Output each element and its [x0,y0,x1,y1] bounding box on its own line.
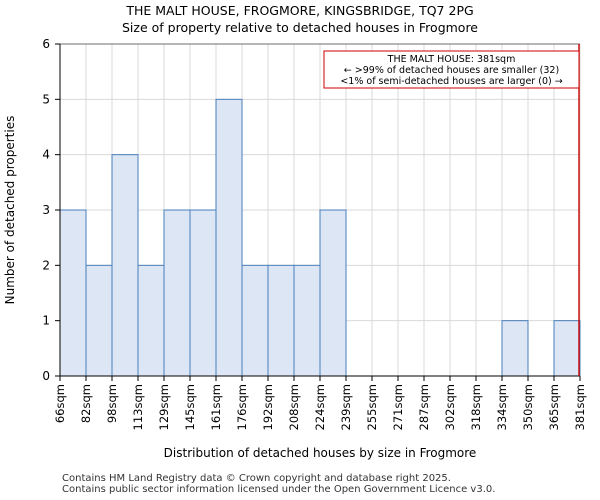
x-tick-label: 381sqm [573,384,587,430]
y-tick-label: 4 [42,148,50,162]
x-axis-label: Distribution of detached houses by size … [164,446,477,460]
bar-192sqm [267,264,295,377]
x-tick-label: 271sqm [391,384,405,430]
x-tick-label: 318sqm [469,384,483,430]
x-tick-label: 129sqm [157,384,171,430]
x-tick-label: 161sqm [209,384,223,430]
y-tick-label: 0 [42,369,50,383]
bar-82sqm [85,264,113,377]
bar-208sqm [293,264,321,377]
footer-line-1: Contains HM Land Registry data © Crown c… [62,473,451,484]
x-tick-label: 66sqm [53,384,67,423]
bar-365sqm [553,320,581,377]
x-tick-label: 255sqm [365,384,379,430]
annotation-line-3: <1% of semi-detached houses are larger (… [340,76,562,87]
x-tick-label: 334sqm [495,384,509,430]
x-tick-label: 239sqm [339,384,353,430]
y-axis-label: Number of detached properties [3,116,17,305]
x-tick-label: 350sqm [521,384,535,430]
y-tick-label: 2 [42,258,50,272]
chart-title: THE MALT HOUSE, FROGMORE, KINGSBRIDGE, T… [126,3,474,18]
bar-161sqm [215,98,243,377]
y-tick-label: 6 [42,37,50,51]
x-tick-label: 145sqm [183,384,197,430]
bar-66sqm [59,209,87,377]
bar-113sqm [137,264,165,377]
bar-334sqm [501,320,529,377]
x-tick-label: 98sqm [105,384,119,423]
annotation-box [323,50,580,89]
x-tick-label: 302sqm [443,384,457,430]
annotation-line-2: ← >99% of detached houses are smaller (3… [344,65,559,76]
bar-176sqm [241,264,269,377]
x-tick-label: 113sqm [131,384,145,430]
bar-98sqm [111,154,139,377]
x-tick-label: 365sqm [547,384,561,430]
bar-224sqm [319,209,347,377]
x-tick-label: 208sqm [287,384,301,430]
x-tick-label: 287sqm [417,384,431,430]
chart-subtitle: Size of property relative to detached ho… [121,20,479,35]
x-tick-label: 192sqm [261,384,275,430]
y-tick-label: 3 [42,203,50,217]
annotation-line-1: THE MALT HOUSE: 381sqm [387,54,516,65]
y-tick-label: 1 [42,314,50,328]
x-tick-label: 176sqm [235,384,249,430]
bar-129sqm [163,209,191,377]
footer-line-2: Contains public sector information licen… [62,484,496,495]
y-tick-label: 5 [42,92,50,106]
x-tick-label: 82sqm [79,384,93,423]
x-tick-label: 224sqm [313,384,327,430]
bar-145sqm [189,209,217,377]
